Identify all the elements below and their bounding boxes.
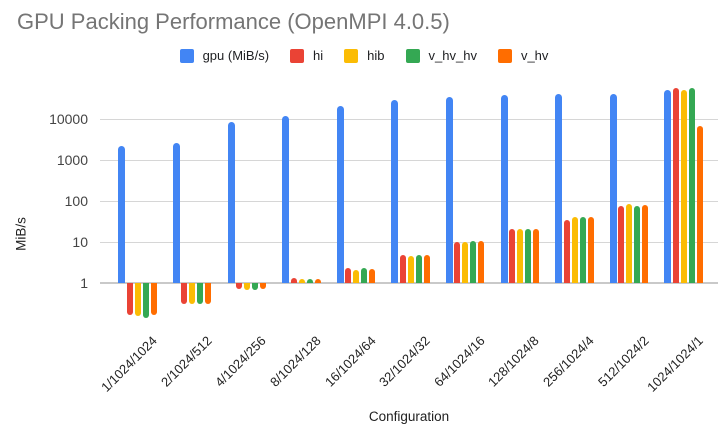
legend-item-hib: hib bbox=[344, 48, 385, 63]
bar-v-hv-hv-16-1024-64[interactable] bbox=[361, 267, 368, 283]
x-tick-label-256-1024-4: 256/1024/4 bbox=[540, 333, 597, 390]
x-tick-label-32-1024-32: 32/1024/32 bbox=[376, 333, 433, 390]
bar-v-hv-128-1024-8[interactable] bbox=[533, 229, 539, 283]
legend-label-hib: hib bbox=[367, 48, 385, 63]
legend-color-swatch-gpu-mib-s bbox=[179, 48, 194, 63]
x-tick-label-64-1024-16: 64/1024/16 bbox=[430, 333, 488, 390]
x-tick-label-8-1024-128: 8/1024/128 bbox=[267, 333, 324, 390]
bar-hib-16-1024-64[interactable] bbox=[353, 269, 360, 283]
chart-legend: gpu (MiB/s) hi hib v_hv_hv v_hv bbox=[0, 48, 728, 63]
legend-item-gpu-mib-s: gpu (MiB/s) bbox=[179, 48, 270, 63]
bar-gpu-mib-s-256-1024-4[interactable] bbox=[555, 94, 563, 283]
bar-hi-256-1024-4[interactable] bbox=[563, 219, 570, 283]
bar-hib-128-1024-8[interactable] bbox=[517, 228, 523, 283]
legend-label-hi: hi bbox=[313, 48, 324, 63]
y-tick-label-10000: 10000 bbox=[49, 111, 88, 128]
legend-item-hi: hi bbox=[290, 48, 323, 63]
x-tick-label-4-1024-256: 4/1024/256 bbox=[212, 333, 270, 390]
bar-v-hv-1-1024-1024[interactable] bbox=[150, 282, 157, 316]
y-tick-label-10: 10 bbox=[72, 233, 88, 250]
bar-hib-4-1024-256[interactable] bbox=[244, 282, 250, 291]
legend-color-swatch-hib bbox=[344, 48, 359, 63]
bar-v-hv-64-1024-16[interactable] bbox=[478, 241, 485, 283]
bar-v-hv-hv-4-1024-256[interactable] bbox=[252, 282, 258, 291]
legend-color-swatch-v-hv-hv bbox=[405, 48, 420, 63]
x-tick-label-512-1024-2: 512/1024/2 bbox=[594, 333, 652, 390]
legend-color-swatch-hi bbox=[290, 48, 305, 63]
bar-v-hv-512-1024-2[interactable] bbox=[642, 204, 649, 283]
bar-hi-1024-1024-1[interactable] bbox=[672, 88, 679, 283]
legend-label-v-hv-hv: v_hv_hv bbox=[428, 48, 477, 63]
bar-hi-16-1024-64[interactable] bbox=[345, 267, 352, 283]
x-tick-label-16-1024-64: 16/1024/64 bbox=[321, 333, 379, 390]
bar-hi-64-1024-16[interactable] bbox=[454, 241, 461, 283]
bar-gpu-mib-s-2-1024-512[interactable] bbox=[172, 143, 180, 283]
bar-v-hv-hv-256-1024-4[interactable] bbox=[579, 217, 586, 283]
bar-v-hv-hv-32-1024-32[interactable] bbox=[415, 254, 422, 283]
legend-item-v-hv-hv: v_hv_hv bbox=[405, 48, 477, 63]
bar-v-hv-hv-64-1024-16[interactable] bbox=[470, 241, 477, 283]
legend-color-swatch-v-hv bbox=[497, 48, 512, 63]
y-tick-label-1000: 1000 bbox=[56, 152, 88, 168]
bar-gpu-mib-s-8-1024-128[interactable] bbox=[282, 115, 290, 283]
bar-v-hv-hv-1-1024-1024[interactable] bbox=[142, 282, 149, 318]
bar-gpu-mib-s-16-1024-64[interactable] bbox=[336, 105, 344, 283]
y-gridline-1000 bbox=[100, 160, 718, 161]
legend-item-v-hv: v_hv bbox=[497, 48, 549, 63]
bar-v-hv-256-1024-4[interactable] bbox=[587, 217, 594, 283]
bar-hi-8-1024-128[interactable] bbox=[290, 278, 297, 283]
x-tick-label-1-1024-1024: 1/1024/1024 bbox=[98, 333, 160, 395]
bar-hib-32-1024-32[interactable] bbox=[407, 255, 414, 283]
x-axis-baseline bbox=[100, 281, 718, 284]
y-tick-label-1: 1 bbox=[80, 274, 88, 291]
bar-v-hv-hv-8-1024-128[interactable] bbox=[306, 278, 313, 283]
bar-hib-1-1024-1024[interactable] bbox=[134, 282, 141, 317]
x-axis-title: Configuration bbox=[368, 409, 450, 424]
bar-v-hv-hv-2-1024-512[interactable] bbox=[197, 282, 204, 305]
bar-hi-4-1024-256[interactable] bbox=[236, 282, 242, 290]
bar-hib-64-1024-16[interactable] bbox=[462, 241, 469, 283]
x-tick-label-128-1024-8: 128/1024/8 bbox=[485, 333, 543, 390]
legend-label-v-hv: v_hv bbox=[520, 48, 549, 63]
bar-hi-128-1024-8[interactable] bbox=[509, 229, 515, 283]
legend-label-gpu-mib-s: gpu (MiB/s) bbox=[202, 48, 270, 63]
bar-gpu-mib-s-1024-1024-1[interactable] bbox=[664, 89, 672, 283]
x-tick-label-1024-1024-1: 1024/1024/1 bbox=[644, 333, 706, 395]
y-axis-title: MiB/s bbox=[13, 217, 29, 251]
bar-hi-32-1024-32[interactable] bbox=[399, 254, 406, 283]
bar-gpu-mib-s-1-1024-1024[interactable] bbox=[118, 145, 126, 283]
bar-v-hv-32-1024-32[interactable] bbox=[423, 255, 430, 283]
bar-hib-2-1024-512[interactable] bbox=[189, 282, 196, 305]
bar-hi-512-1024-2[interactable] bbox=[618, 206, 625, 283]
bar-v-hv-8-1024-128[interactable] bbox=[314, 279, 321, 283]
bar-hib-8-1024-128[interactable] bbox=[298, 278, 305, 283]
y-gridline-10 bbox=[100, 241, 718, 243]
bar-gpu-mib-s-64-1024-16[interactable] bbox=[445, 96, 453, 283]
bar-hib-512-1024-2[interactable] bbox=[626, 204, 633, 283]
bar-gpu-mib-s-4-1024-256[interactable] bbox=[227, 121, 235, 283]
bar-v-hv-16-1024-64[interactable] bbox=[369, 268, 376, 283]
y-gridline-10000 bbox=[100, 119, 718, 121]
bar-hib-256-1024-4[interactable] bbox=[571, 216, 578, 283]
bar-v-hv-1024-1024-1[interactable] bbox=[696, 125, 703, 283]
bar-v-hv-2-1024-512[interactable] bbox=[205, 282, 212, 305]
x-tick-label-2-1024-512: 2/1024/512 bbox=[157, 333, 215, 390]
bar-v-hv-hv-1024-1024-1[interactable] bbox=[688, 88, 695, 283]
bar-hib-1024-1024-1[interactable] bbox=[680, 89, 687, 283]
bar-gpu-mib-s-128-1024-8[interactable] bbox=[500, 95, 508, 283]
bar-hi-2-1024-512[interactable] bbox=[181, 282, 188, 305]
bar-v-hv-hv-128-1024-8[interactable] bbox=[525, 228, 531, 283]
bar-gpu-mib-s-32-1024-32[interactable] bbox=[391, 100, 399, 283]
chart-title: GPU Packing Performance (OpenMPI 4.0.5) bbox=[17, 9, 450, 34]
y-tick-label-100: 100 bbox=[64, 192, 88, 209]
y-gridline-100 bbox=[100, 200, 718, 202]
bar-v-hv-hv-512-1024-2[interactable] bbox=[634, 206, 641, 283]
bar-hi-1-1024-1024[interactable] bbox=[126, 282, 133, 316]
bar-v-hv-4-1024-256[interactable] bbox=[260, 282, 266, 290]
bar-gpu-mib-s-512-1024-2[interactable] bbox=[609, 94, 617, 283]
